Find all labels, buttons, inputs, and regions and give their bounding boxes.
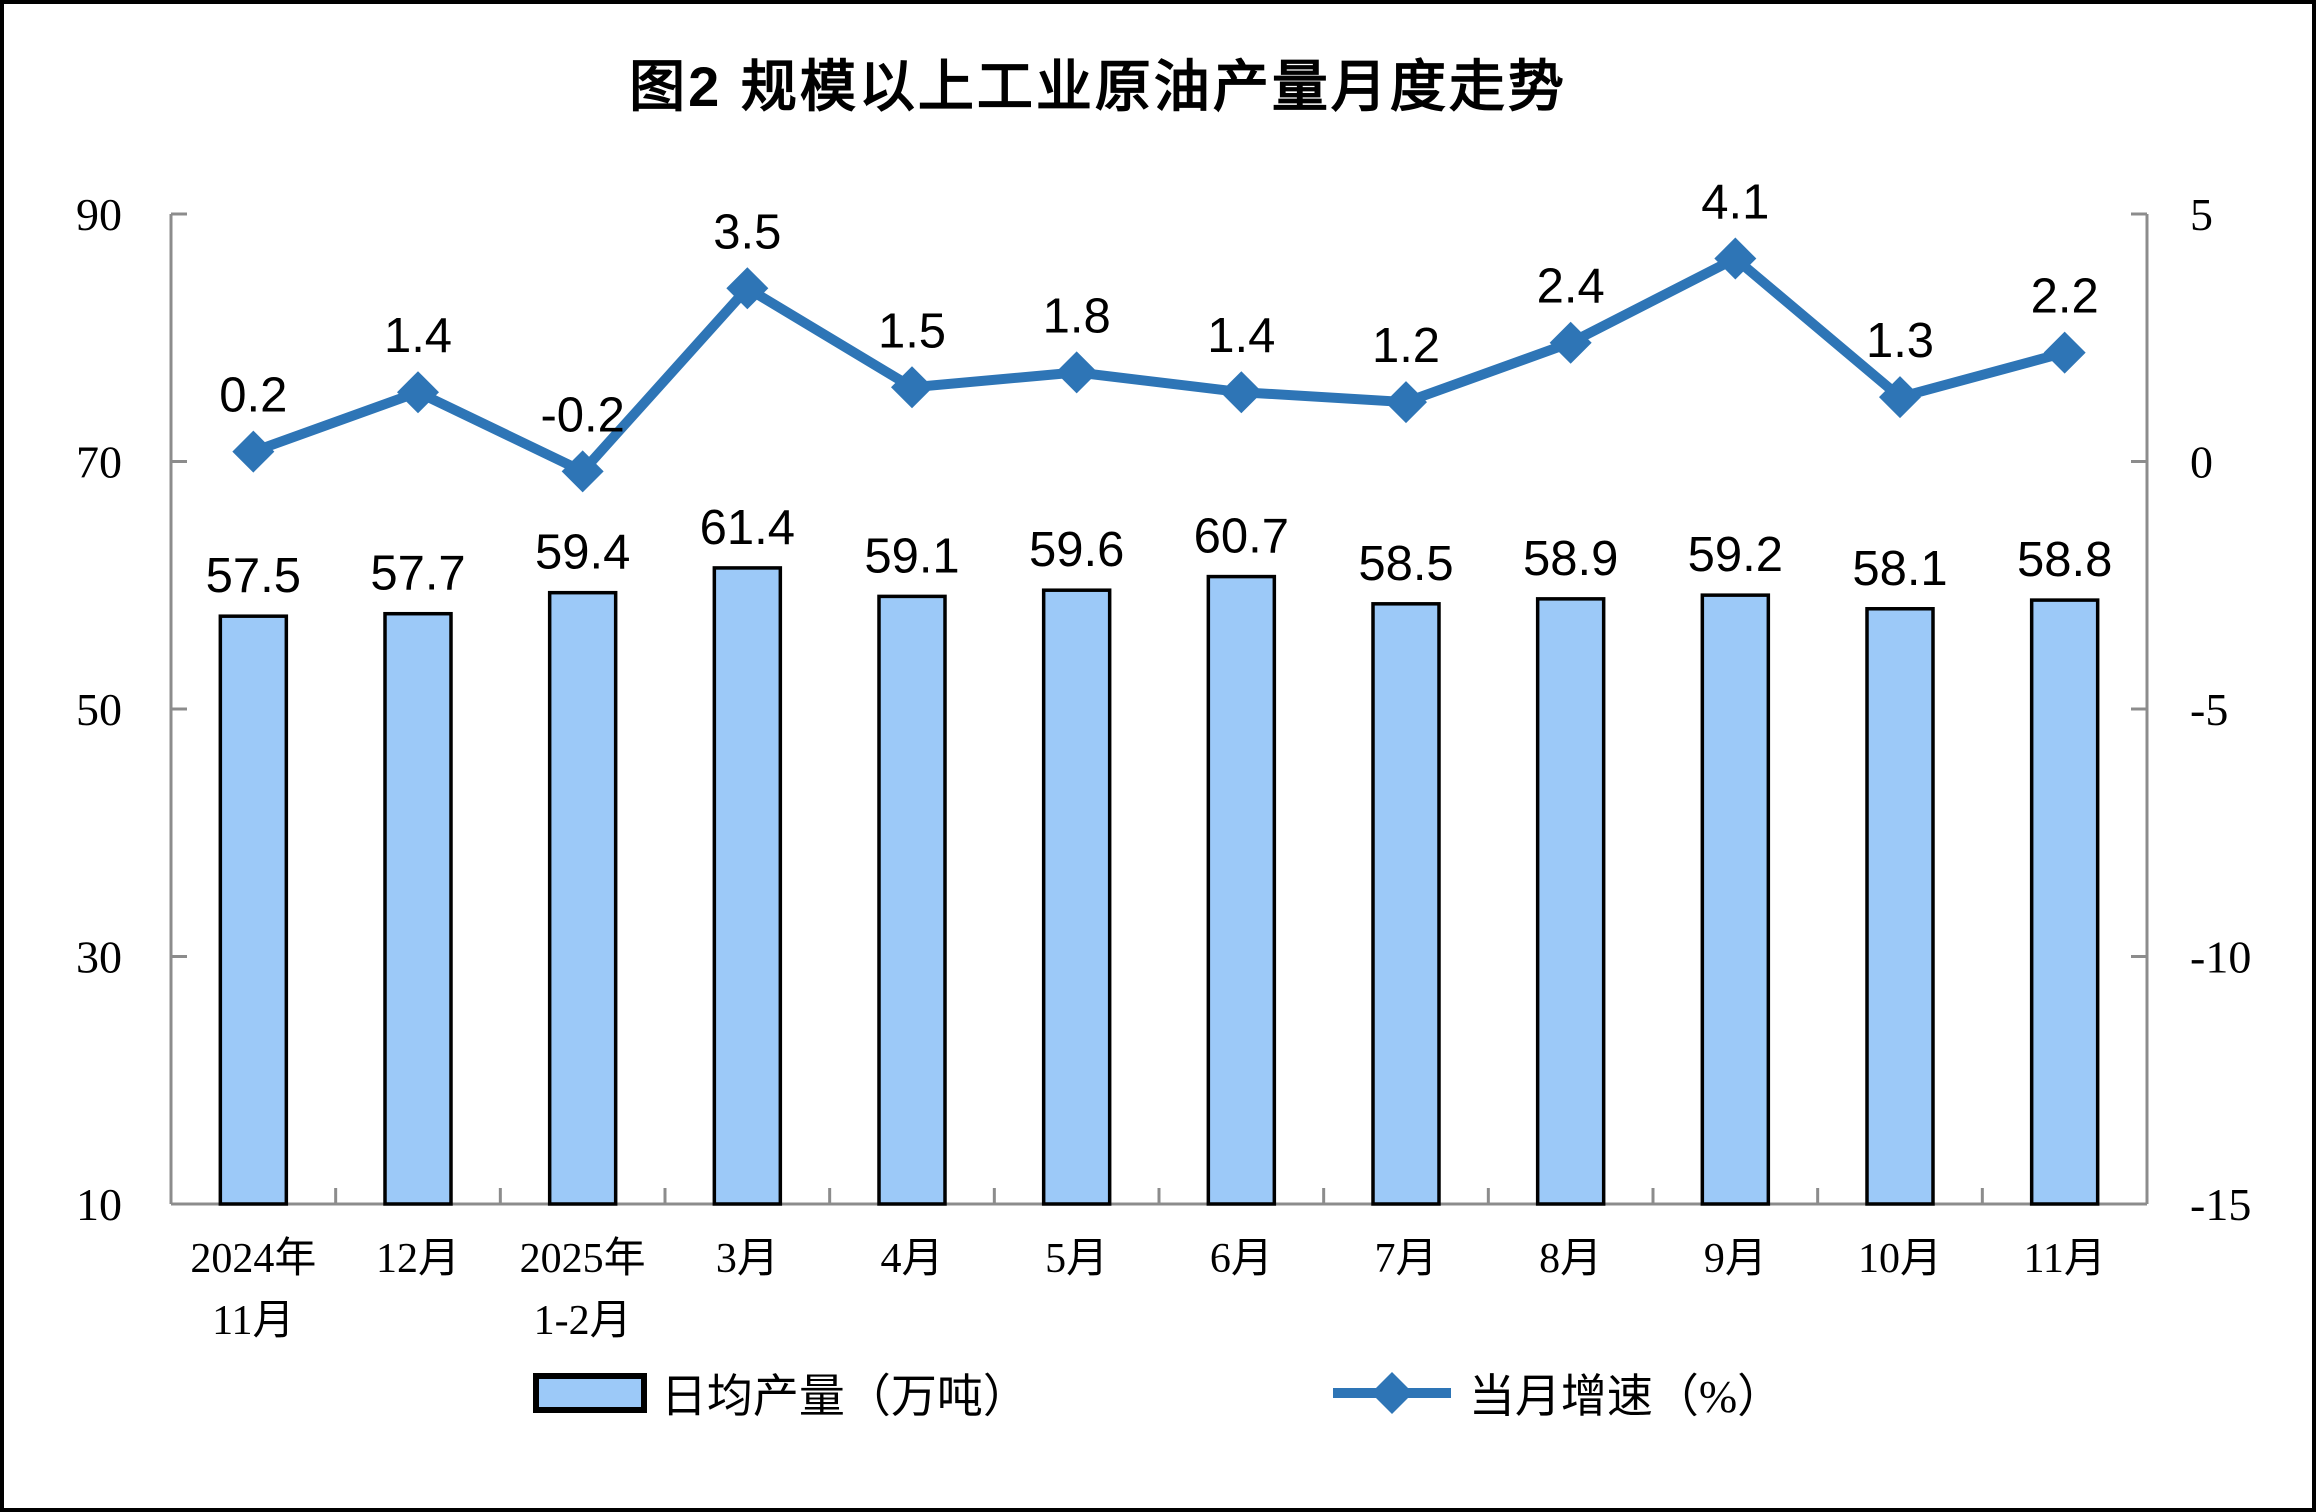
line-value-label: 2.4 (1537, 260, 1605, 314)
x-axis-category-label: 3月 (716, 1236, 779, 1282)
line-value-label: 1.2 (1372, 319, 1440, 373)
growth-line (248, 253, 2070, 477)
x-axis-category-label: 10月 (1858, 1236, 1942, 1282)
line-value-label: 1.4 (384, 309, 452, 363)
line-marker (726, 267, 769, 310)
line-value-label: 1.3 (1866, 314, 1934, 368)
left-axis-tick-label: 30 (76, 932, 122, 983)
bar-series-swatch (532, 1373, 647, 1413)
line-value-label: 1.4 (1207, 309, 1275, 363)
bar-value-label: 57.7 (370, 547, 465, 601)
line-marker (1714, 237, 1757, 280)
bar-value-label: 58.8 (2017, 533, 2112, 587)
line-value-label: 1.8 (1043, 289, 1111, 343)
chart-title: 图2 规模以上工业原油产量月度走势 (629, 55, 1567, 118)
bar-value-label: 59.6 (1029, 523, 1124, 577)
bar-value-label: 59.4 (535, 526, 630, 580)
line-marker (1055, 351, 1098, 394)
left-axis-tick-label: 50 (76, 684, 122, 735)
line-marker (397, 371, 439, 414)
line-value-label: 3.5 (713, 205, 781, 259)
line-marker (1220, 371, 1263, 414)
legend-label-line-series: 当月增速（%） (1468, 1371, 1784, 1422)
line-marker (891, 366, 933, 409)
x-axis-category-label: 12月 (376, 1236, 460, 1282)
x-axis-category-label: 7月 (1374, 1236, 1437, 1282)
line-value-label: 0.2 (219, 369, 287, 423)
left-axis-tick-label: 90 (76, 189, 122, 240)
line-marker (1385, 381, 1427, 424)
bar-value-label: 58.9 (1523, 532, 1618, 586)
bar-value-label: 59.2 (1688, 528, 1783, 582)
line-marker (2043, 331, 2086, 374)
bar (1865, 607, 1935, 1206)
left-axis-tick-label: 70 (76, 437, 122, 488)
x-axis-category-label: 8月 (1539, 1236, 1602, 1282)
right-axis-tick-label: -10 (2190, 932, 2251, 983)
bar-value-label: 58.1 (1852, 542, 1947, 596)
bar-value-label: 60.7 (1194, 510, 1289, 564)
bar (877, 594, 947, 1206)
right-axis-tick-label: -15 (2190, 1179, 2251, 1230)
line-marker (1879, 376, 1921, 419)
line-value-label: -0.2 (540, 388, 624, 442)
legend-item-line-series: 当月增速（%） (1329, 1360, 1783, 1426)
right-axis-tick-label: 5 (2190, 189, 2213, 240)
left-axis-tick-label: 10 (76, 1179, 122, 1230)
bar-value-label: 57.5 (206, 549, 301, 603)
bar (1371, 602, 1441, 1206)
bar (712, 566, 783, 1206)
line-marker (561, 450, 604, 493)
bar (218, 614, 289, 1206)
bar (1041, 588, 1112, 1206)
x-axis-category-label: 2024年 11月 (190, 1235, 316, 1344)
right-axis-tick-label: -5 (2190, 684, 2228, 735)
line-value-label: 4.1 (1701, 176, 1769, 230)
bar (1700, 593, 1771, 1206)
bar (2029, 598, 2100, 1206)
bar-value-label: 61.4 (700, 501, 795, 555)
x-axis-category-label: 6月 (1210, 1236, 1273, 1282)
line-marker (1549, 321, 1592, 364)
x-axis-category-label: 5月 (1045, 1236, 1108, 1282)
bar (1535, 597, 1606, 1206)
line-value-label: 2.2 (2031, 270, 2099, 324)
x-axis-category-label: 4月 (880, 1236, 943, 1282)
bar (383, 611, 453, 1206)
x-axis-category-label: 9月 (1704, 1236, 1767, 1282)
bar-value-label: 58.5 (1358, 537, 1453, 591)
bar (1206, 574, 1277, 1206)
legend-item-bar-series: 日均产量（万吨） (532, 1360, 1029, 1426)
x-axis-category-label: 2025年 1-2月 (520, 1235, 646, 1344)
bar-value-label: 59.1 (864, 529, 959, 583)
line-value-label: 1.5 (878, 304, 946, 358)
line-series-swatch (1332, 1372, 1451, 1414)
line-marker (232, 430, 275, 473)
legend-label-bar-series: 日均产量（万吨） (660, 1371, 1029, 1422)
x-axis-category-label: 11月 (2023, 1236, 2105, 1282)
right-axis-tick-label: 0 (2190, 437, 2213, 488)
bar (547, 590, 618, 1206)
legend: 日均产量（万吨） 当月增速（%） (4, 1360, 2312, 1426)
